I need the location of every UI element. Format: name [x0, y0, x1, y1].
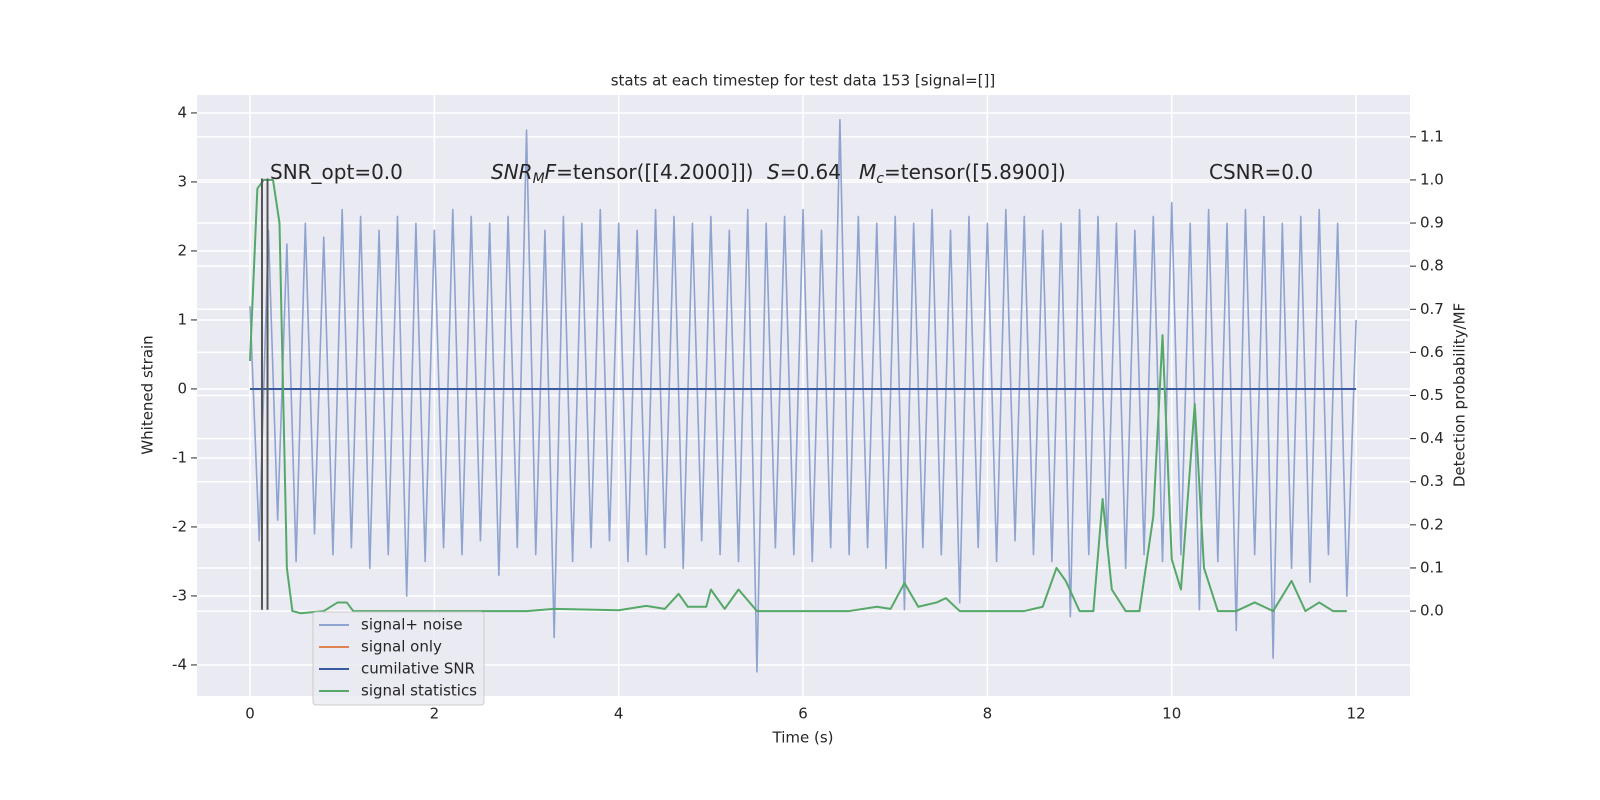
y2-tick-label: 0.6 — [1420, 343, 1444, 361]
y2-tick-label: 1.0 — [1420, 170, 1444, 188]
y-tick-label: 3 — [177, 172, 187, 190]
chart-title: stats at each timestep for test data 153… — [611, 72, 996, 90]
annotation: CSNR=0.0 — [1209, 160, 1313, 184]
annotation-text: SNR_opt=0.0 — [270, 160, 403, 184]
y2-tick-label: 0.5 — [1420, 386, 1444, 404]
y2-tick-label: 0.3 — [1420, 472, 1444, 490]
x-tick-label: 0 — [245, 705, 255, 723]
legend-box — [312, 611, 485, 706]
y-tick-label: 4 — [177, 103, 187, 121]
y2-axis-label: Detection probability/MF — [1451, 303, 1469, 487]
y-tick-label: 2 — [177, 241, 187, 259]
y2-tick-label: 1.1 — [1420, 127, 1444, 145]
y2-tick-label: 0.8 — [1420, 257, 1444, 275]
y2-tick-label: 0.0 — [1420, 602, 1444, 620]
legend-label: signal+ noise — [361, 616, 463, 634]
y-tick-label: -2 — [172, 517, 187, 535]
y2-tick-label: 0.4 — [1420, 429, 1444, 447]
y2-tick-label: 0.2 — [1420, 515, 1444, 533]
annotation: SNR_opt=0.0 — [270, 160, 403, 184]
legend-label: signal statistics — [361, 682, 477, 700]
annotation-math: SNR — [491, 160, 533, 184]
annotation-math: F — [545, 160, 557, 184]
x-tick-label: 8 — [983, 705, 993, 723]
annotation-math: M — [859, 160, 876, 184]
x-tick-label: 6 — [798, 705, 808, 723]
annotation-math: S — [767, 160, 780, 184]
x-axis-label: Time (s) — [772, 729, 834, 747]
annotation-text: =tensor([5.8900]) — [884, 160, 1066, 184]
x-tick-label: 4 — [614, 705, 624, 723]
annotation: Mc=tensor([5.8900]) — [859, 160, 1066, 188]
legend-label: signal only — [361, 638, 442, 656]
y2-tick-label: 0.9 — [1420, 214, 1444, 232]
y-tick-label: -4 — [172, 655, 187, 673]
x-tick-label: 10 — [1162, 705, 1181, 723]
annotation-sub: M — [533, 171, 545, 187]
annotation-text: =tensor([[4.2000]]) — [556, 160, 753, 184]
annotation-sub: c — [876, 171, 884, 187]
x-tick-label: 2 — [430, 705, 440, 723]
annotation-text: CSNR=0.0 — [1209, 160, 1313, 184]
annotation: S=0.64 — [767, 160, 841, 184]
y-tick-label: -3 — [172, 586, 187, 604]
y-tick-label: 0 — [177, 379, 187, 397]
y2-tick-label: 0.7 — [1420, 300, 1444, 318]
y-tick-label: -1 — [172, 448, 187, 466]
y-tick-label: 1 — [177, 310, 187, 328]
series-line — [249, 178, 1347, 615]
annotation: SNRMF=tensor([[4.2000]]) — [491, 160, 753, 188]
series-line — [249, 119, 1357, 673]
x-tick-label: 12 — [1347, 705, 1366, 723]
annotation-text: =0.64 — [780, 160, 841, 184]
legend-label: cumilative SNR — [361, 660, 475, 678]
y2-tick-label: 0.1 — [1420, 558, 1444, 576]
y-axis-label: Whitened strain — [139, 335, 157, 454]
